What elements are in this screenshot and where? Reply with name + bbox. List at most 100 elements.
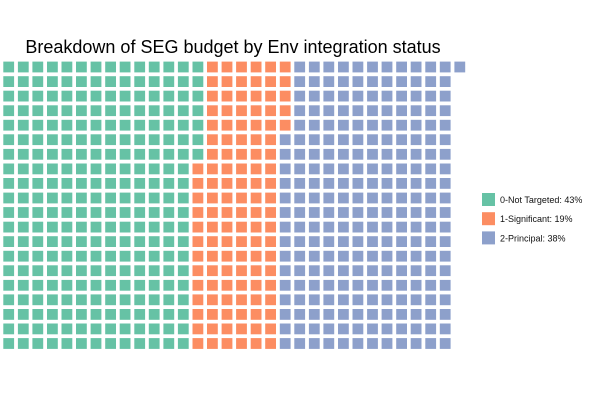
waffle-square-0-not-targeted	[76, 76, 87, 87]
waffle-square-0-not-targeted	[90, 148, 102, 160]
waffle-square-1-significant	[279, 76, 291, 87]
waffle-square-1-significant	[265, 192, 276, 204]
waffle-square-2-principal	[381, 338, 393, 349]
waffle-square-0-not-targeted	[17, 134, 29, 146]
waffle-square-2-principal	[396, 279, 407, 291]
waffle-square-2-principal	[439, 236, 451, 247]
waffle-square-2-principal	[396, 294, 407, 306]
waffle-square-0-not-targeted	[17, 90, 29, 102]
waffle-square-2-principal	[308, 294, 320, 306]
waffle-square-2-principal	[425, 207, 437, 218]
waffle-square-2-principal	[352, 192, 364, 204]
waffle-square-0-not-targeted	[177, 265, 189, 277]
waffle-square-2-principal	[294, 134, 306, 146]
waffle-square-2-principal	[410, 90, 422, 102]
waffle-square-2-principal	[396, 192, 407, 204]
waffle-square-1-significant	[250, 178, 262, 189]
waffle-square-0-not-targeted	[163, 119, 175, 131]
waffle-square-1-significant	[236, 323, 247, 335]
waffle-square-1-significant	[207, 148, 218, 160]
waffle-square-2-principal	[294, 90, 306, 102]
waffle-square-0-not-targeted	[32, 134, 44, 146]
waffle-square-2-principal	[367, 279, 378, 291]
waffle-square-2-principal	[396, 105, 407, 117]
waffle-square-0-not-targeted	[76, 148, 87, 160]
waffle-square-2-principal	[294, 279, 306, 291]
waffle-square-1-significant	[236, 134, 247, 146]
waffle-square-0-not-targeted	[47, 90, 58, 102]
waffle-square-1-significant	[236, 119, 247, 131]
waffle-square-0-not-targeted	[134, 134, 146, 146]
waffle-square-2-principal	[439, 90, 451, 102]
waffle-square-0-not-targeted	[177, 309, 189, 320]
waffle-square-2-principal	[381, 148, 393, 160]
waffle-square-0-not-targeted	[61, 76, 73, 87]
waffle-square-2-principal	[381, 134, 393, 146]
waffle-square-1-significant	[207, 61, 218, 73]
waffle-square-2-principal	[439, 207, 451, 218]
waffle-square-2-principal	[294, 265, 306, 277]
waffle-square-0-not-targeted	[148, 338, 160, 349]
waffle-square-0-not-targeted	[32, 323, 44, 335]
waffle-square-2-principal	[323, 148, 335, 160]
waffle-square-2-principal	[425, 338, 437, 349]
waffle-square-2-principal	[425, 323, 437, 335]
waffle-square-0-not-targeted	[119, 134, 131, 146]
waffle-square-1-significant	[192, 265, 204, 277]
waffle-square-0-not-targeted	[90, 192, 102, 204]
waffle-square-0-not-targeted	[47, 119, 58, 131]
waffle-square-0-not-targeted	[90, 163, 102, 175]
waffle-square-2-principal	[425, 265, 437, 277]
waffle-square-0-not-targeted	[32, 236, 44, 247]
waffle-square-1-significant	[250, 236, 262, 247]
waffle-square-2-principal	[381, 265, 393, 277]
waffle-square-0-not-targeted	[192, 119, 204, 131]
waffle-square-0-not-targeted	[177, 323, 189, 335]
waffle-square-0-not-targeted	[61, 192, 73, 204]
waffle-square-0-not-targeted	[105, 76, 116, 87]
waffle-square-0-not-targeted	[105, 163, 116, 175]
waffle-square-2-principal	[381, 119, 393, 131]
waffle-square-2-principal	[425, 221, 437, 233]
waffle-square-0-not-targeted	[163, 148, 175, 160]
waffle-square-0-not-targeted	[3, 148, 15, 160]
waffle-square-2-principal	[338, 207, 349, 218]
waffle-square-0-not-targeted	[148, 61, 160, 73]
waffle-square-1-significant	[250, 279, 262, 291]
waffle-square-1-significant	[236, 148, 247, 160]
waffle-square-1-significant	[236, 265, 247, 277]
waffle-square-2-principal	[323, 61, 335, 73]
waffle-square-0-not-targeted	[134, 90, 146, 102]
waffle-square-2-principal	[323, 134, 335, 146]
waffle-square-2-principal	[308, 163, 320, 175]
waffle-square-1-significant	[236, 76, 247, 87]
waffle-square-2-principal	[338, 105, 349, 117]
waffle-square-1-significant	[265, 134, 276, 146]
waffle-square-2-principal	[381, 221, 393, 233]
waffle-square-0-not-targeted	[3, 61, 15, 73]
waffle-square-0-not-targeted	[32, 309, 44, 320]
waffle-square-0-not-targeted	[17, 119, 29, 131]
waffle-square-0-not-targeted	[119, 279, 131, 291]
waffle-square-0-not-targeted	[61, 90, 73, 102]
waffle-square-1-significant	[265, 105, 276, 117]
waffle-square-2-principal	[294, 323, 306, 335]
waffle-square-0-not-targeted	[105, 265, 116, 277]
waffle-square-0-not-targeted	[3, 221, 15, 233]
waffle-square-2-principal	[323, 178, 335, 189]
waffle-square-2-principal	[381, 76, 393, 87]
waffle-square-1-significant	[236, 192, 247, 204]
waffle-square-2-principal	[367, 294, 378, 306]
waffle-square-2-principal	[308, 250, 320, 262]
waffle-square-0-not-targeted	[3, 134, 15, 146]
waffle-square-0-not-targeted	[61, 119, 73, 131]
waffle-square-2-principal	[367, 221, 378, 233]
waffle-square-0-not-targeted	[105, 148, 116, 160]
waffle-square-2-principal	[410, 119, 422, 131]
waffle-square-1-significant	[207, 279, 218, 291]
waffle-square-0-not-targeted	[148, 279, 160, 291]
waffle-square-2-principal	[425, 76, 437, 87]
waffle-square-0-not-targeted	[163, 192, 175, 204]
waffle-square-2-principal	[425, 279, 437, 291]
waffle-square-0-not-targeted	[17, 76, 29, 87]
